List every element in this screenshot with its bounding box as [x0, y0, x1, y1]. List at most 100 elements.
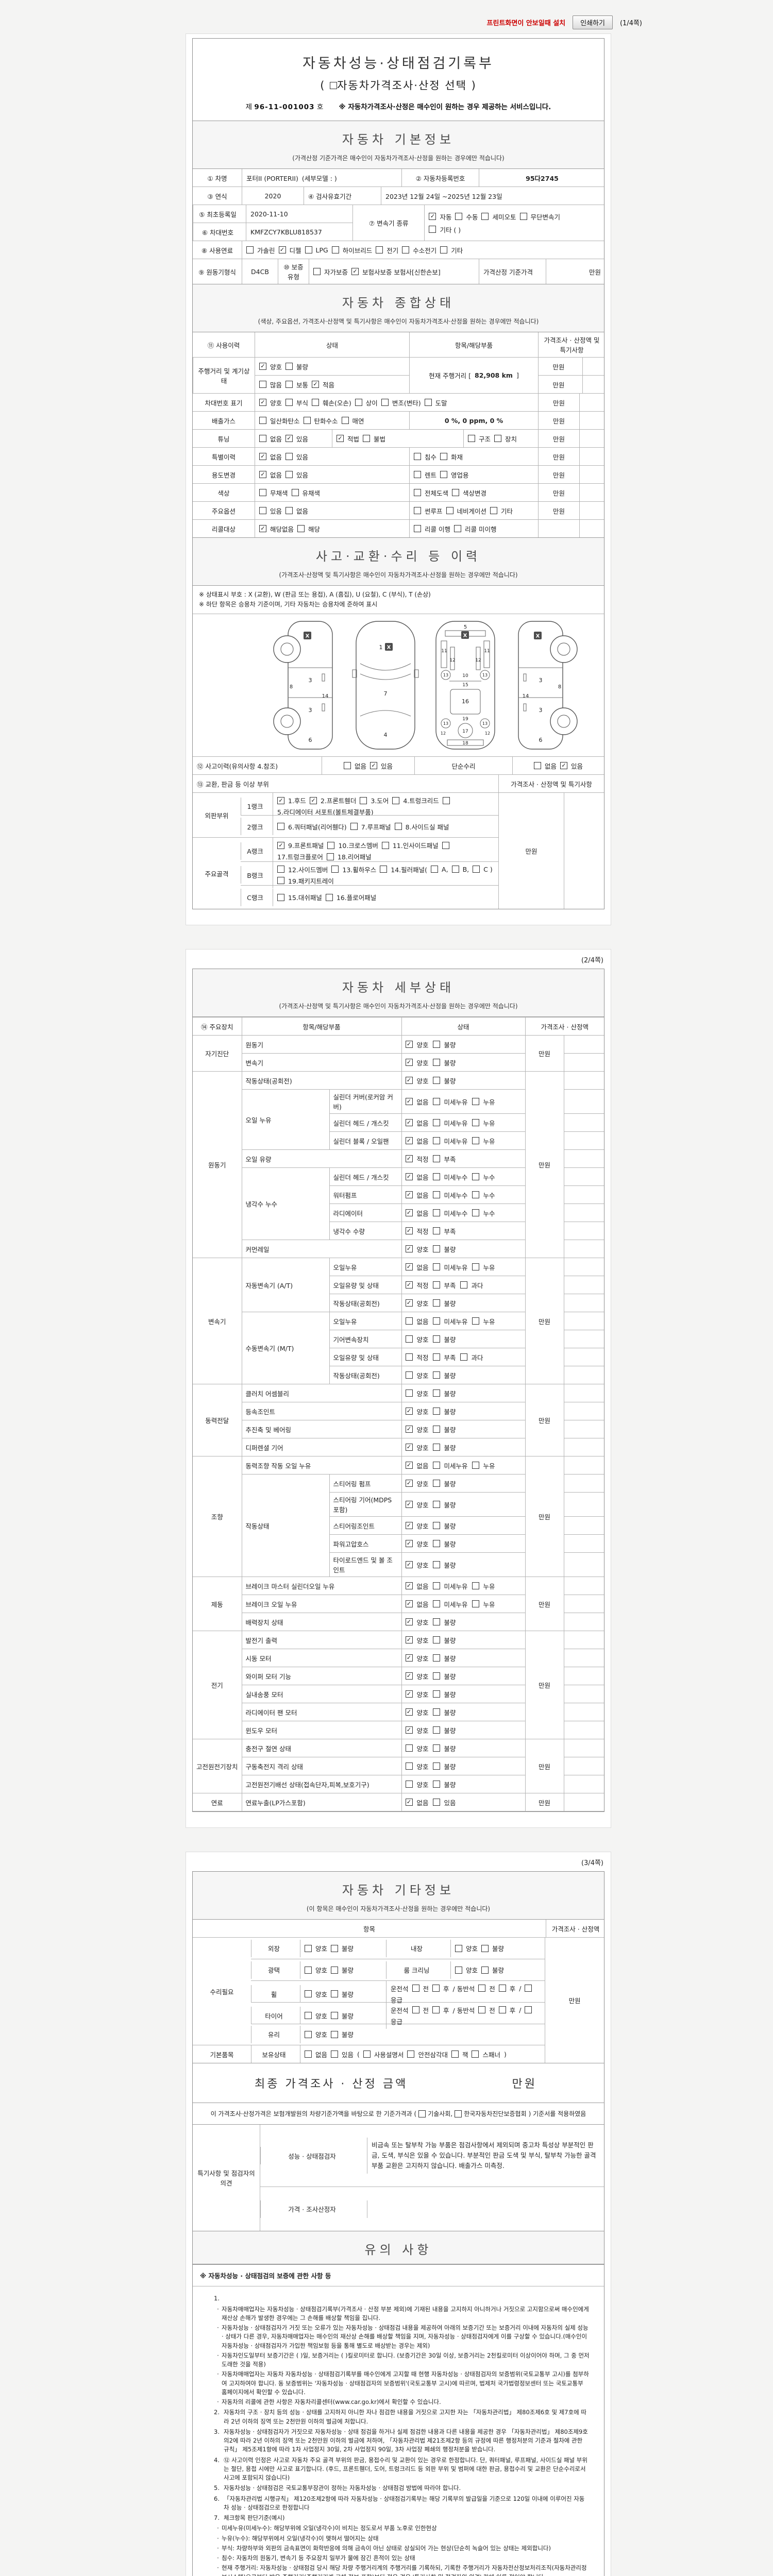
checkbox[interactable]: [285, 471, 293, 478]
checkbox[interactable]: [519, 213, 527, 220]
checkbox[interactable]: [432, 1600, 440, 1608]
checkbox[interactable]: [432, 1077, 440, 1084]
checkbox[interactable]: [305, 246, 312, 253]
checkbox[interactable]: [277, 893, 284, 901]
checkbox[interactable]: [432, 1985, 440, 1992]
checkbox[interactable]: [432, 1744, 440, 1752]
checkbox[interactable]: [446, 507, 453, 514]
checkbox[interactable]: [259, 489, 266, 496]
checkbox[interactable]: [472, 1119, 479, 1127]
checkbox-checked[interactable]: ✓: [405, 1191, 413, 1199]
checkbox[interactable]: [432, 1137, 440, 1145]
checkbox[interactable]: [440, 246, 448, 253]
checkbox[interactable]: [331, 2030, 339, 2038]
checkbox[interactable]: [313, 268, 321, 275]
checkbox[interactable]: [285, 399, 293, 406]
checkbox[interactable]: [376, 246, 383, 253]
checkbox-checked[interactable]: ✓: [259, 453, 266, 460]
checkbox[interactable]: [478, 1985, 486, 1992]
checkbox[interactable]: [414, 525, 421, 532]
checkbox-checked[interactable]: ✓: [277, 841, 284, 849]
checkbox[interactable]: [331, 1966, 339, 1974]
checkbox[interactable]: [432, 1501, 440, 1509]
checkbox[interactable]: [405, 1335, 413, 1343]
checkbox-checked[interactable]: ✓: [405, 1041, 413, 1048]
checkbox-checked[interactable]: ✓: [405, 1281, 413, 1289]
checkbox[interactable]: [259, 381, 266, 388]
checkbox[interactable]: [432, 1191, 440, 1199]
checkbox[interactable]: [305, 2030, 312, 2038]
checkbox[interactable]: [303, 417, 311, 424]
checkbox[interactable]: [432, 1762, 440, 1770]
checkbox[interactable]: [460, 1281, 467, 1289]
checkbox[interactable]: [412, 2006, 419, 2014]
checkbox[interactable]: [326, 853, 334, 860]
checkbox-checked[interactable]: ✓: [405, 1155, 413, 1163]
checkbox[interactable]: [405, 1744, 413, 1752]
checkbox[interactable]: [305, 1966, 312, 1974]
checkbox[interactable]: [472, 1462, 479, 1469]
print-button[interactable]: 인쇄하기: [573, 15, 613, 29]
checkbox[interactable]: [330, 82, 338, 89]
checkbox[interactable]: [331, 246, 339, 253]
checkbox[interactable]: [432, 1245, 440, 1253]
checkbox-checked[interactable]: ✓: [405, 1059, 413, 1066]
checkbox[interactable]: [327, 841, 335, 849]
checkbox[interactable]: [331, 1990, 339, 1998]
checkbox[interactable]: [380, 866, 388, 873]
checkbox[interactable]: [525, 1985, 532, 1992]
checkbox-checked[interactable]: ✓: [259, 471, 266, 478]
checkbox[interactable]: [305, 2050, 312, 2058]
checkbox[interactable]: [432, 1371, 440, 1379]
checkbox[interactable]: [494, 435, 502, 442]
checkbox[interactable]: [432, 1263, 440, 1271]
checkbox[interactable]: [451, 2050, 459, 2058]
checkbox[interactable]: [405, 1353, 413, 1361]
checkbox[interactable]: [481, 1966, 489, 1974]
checkbox[interactable]: [285, 381, 293, 388]
checkbox[interactable]: [259, 417, 266, 424]
checkbox[interactable]: [246, 246, 254, 253]
checkbox[interactable]: [432, 1672, 440, 1680]
checkbox[interactable]: [431, 866, 439, 873]
checkbox[interactable]: [305, 1990, 312, 1998]
checkbox-checked[interactable]: ✓: [405, 1654, 413, 1662]
checkbox[interactable]: [440, 453, 448, 460]
checkbox-checked[interactable]: ✓: [405, 1636, 413, 1644]
checkbox[interactable]: [432, 1173, 440, 1181]
checkbox[interactable]: [277, 866, 284, 873]
checkbox[interactable]: [432, 1522, 440, 1530]
checkbox[interactable]: [418, 2110, 426, 2117]
checkbox[interactable]: [498, 2006, 506, 2014]
checkbox[interactable]: [490, 507, 498, 514]
checkbox[interactable]: [285, 507, 293, 514]
checkbox[interactable]: [432, 1540, 440, 1548]
checkbox[interactable]: [468, 435, 475, 442]
checkbox[interactable]: [414, 489, 421, 496]
checkbox[interactable]: [331, 866, 339, 873]
checkbox[interactable]: [381, 399, 389, 406]
checkbox[interactable]: [432, 1781, 440, 1788]
checkbox[interactable]: [412, 1985, 419, 1992]
checkbox[interactable]: [432, 1299, 440, 1307]
checkbox-checked[interactable]: ✓: [405, 1618, 413, 1626]
checkbox-checked[interactable]: ✓: [405, 1444, 413, 1451]
checkbox-checked[interactable]: ✓: [405, 1077, 413, 1084]
checkbox[interactable]: [355, 399, 362, 406]
checkbox[interactable]: [472, 1173, 479, 1181]
checkbox[interactable]: [405, 1389, 413, 1397]
checkbox[interactable]: [455, 213, 463, 220]
checkbox[interactable]: [297, 525, 305, 532]
checkbox[interactable]: [432, 1059, 440, 1066]
checkbox[interactable]: [442, 796, 450, 804]
checkbox[interactable]: [432, 1335, 440, 1343]
checkbox[interactable]: [331, 1944, 339, 1952]
checkbox[interactable]: [414, 453, 421, 460]
checkbox[interactable]: [432, 1561, 440, 1569]
checkbox-checked[interactable]: ✓: [405, 1119, 413, 1127]
checkbox-checked[interactable]: ✓: [405, 1462, 413, 1469]
checkbox[interactable]: [414, 507, 421, 514]
checkbox[interactable]: [363, 2050, 371, 2058]
checkbox[interactable]: [291, 489, 299, 496]
checkbox-checked[interactable]: ✓: [405, 1173, 413, 1181]
